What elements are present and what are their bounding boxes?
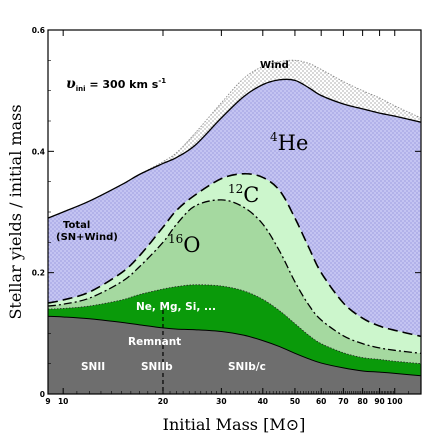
x-tick-label: 70 — [338, 397, 348, 406]
annotation-v: υ — [66, 76, 76, 92]
label-he4-text: He — [278, 131, 309, 155]
y-tick-label: 0.4 — [32, 147, 45, 156]
label-c12-text: C — [243, 183, 259, 207]
x-tick-label: 30 — [216, 397, 226, 406]
carbon-area — [48, 173, 421, 354]
label-wind: Wind — [260, 60, 289, 71]
tick-layer: 9 10 20 30 40 50 60 70 80 90 100 0 0.2 0.4 0.6 — [32, 26, 422, 406]
heavy-elements-line — [48, 284, 421, 365]
annotation-sup: -1 — [158, 77, 166, 85]
heavy-elements-area — [48, 284, 421, 376]
label-c12: 12C — [228, 182, 259, 207]
y-axis-title: Stellar yields / initial mass — [6, 104, 25, 319]
x-tick-label: 100 — [387, 397, 403, 406]
remnant-line — [48, 315, 421, 377]
x-axis-title: Initial Mass [M⊙] — [163, 415, 306, 434]
y-tick-label: 0.6 — [32, 26, 45, 35]
x-tick-label: 40 — [258, 397, 268, 406]
label-remnant: Remnant — [128, 336, 181, 348]
area-layer — [48, 60, 421, 394]
label-o16-text: O — [183, 233, 200, 257]
x-tick-label: 90 — [374, 397, 384, 406]
x-tick-label: 20 — [158, 397, 168, 406]
wind-line — [48, 59, 421, 219]
annotation-rest: = 300 km s — [86, 78, 159, 91]
label-sniib: SNIIb — [141, 361, 173, 373]
annotation: υini = 300 km s-1 — [66, 76, 166, 93]
x-tick-label: 50 — [290, 397, 300, 406]
label-he4-sup: 4 — [270, 130, 278, 144]
x-tick-label: 10 — [58, 397, 68, 406]
x-tick-label: 9 — [45, 397, 50, 406]
wind-area — [48, 60, 421, 219]
carbon-line — [48, 172, 421, 338]
annotation-sub: ini — [76, 85, 86, 93]
label-o16: 16O — [168, 232, 201, 257]
oxygen-area — [48, 199, 421, 364]
line-layer — [48, 59, 421, 377]
y-tick-label: 0 — [40, 390, 45, 399]
label-he4: 4He — [270, 130, 308, 155]
label-total-sub: (SN+Wind) — [56, 232, 118, 243]
y-tick-label: 0.2 — [32, 269, 45, 278]
label-o16-sup: 16 — [168, 232, 183, 246]
label-heavy-elements: Ne, Mg, Si, ... — [136, 301, 216, 313]
remnant-area — [48, 316, 421, 394]
label-snibc: SNIb/c — [228, 361, 266, 373]
x-tick-label: 80 — [357, 397, 367, 406]
label-total: Total — [63, 220, 90, 231]
label-c12-sup: 12 — [228, 182, 243, 196]
helium-dots — [48, 79, 421, 337]
oxygen-line — [48, 199, 421, 354]
x-tick-label: 60 — [316, 397, 326, 406]
label-snii: SNII — [81, 361, 105, 373]
total-line — [48, 78, 421, 219]
